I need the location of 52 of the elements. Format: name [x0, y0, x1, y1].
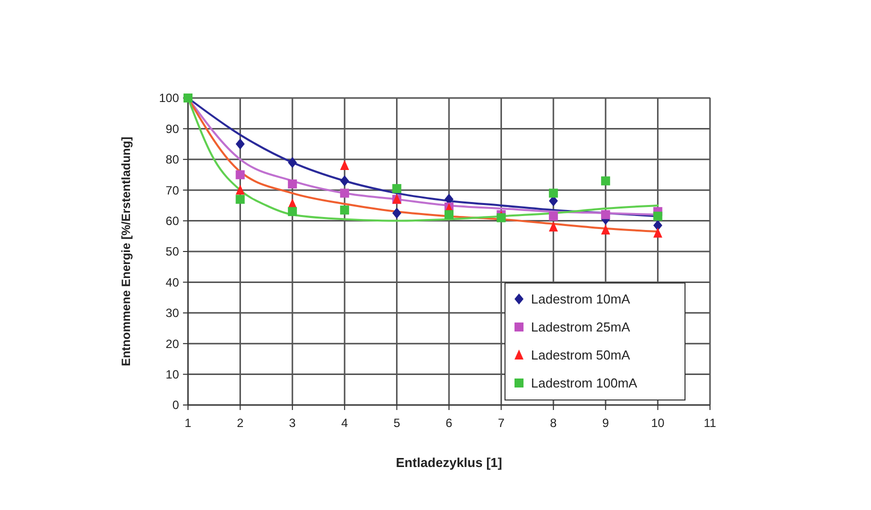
point	[601, 210, 610, 220]
y-axis-title: Entnommene Energie [%/Erstentladung]	[119, 136, 133, 366]
y-tick-label: 80	[166, 152, 180, 167]
point	[288, 156, 297, 168]
x-tick-label: 8	[550, 416, 558, 430]
point	[444, 210, 454, 220]
point	[548, 212, 558, 221]
point	[653, 220, 662, 231]
point	[288, 179, 297, 188]
point	[340, 206, 350, 215]
point	[601, 224, 610, 235]
legend-label: Ladestrom 25mA	[531, 320, 630, 335]
x-tick-label: 6	[446, 416, 453, 430]
x-tick-label: 1	[184, 416, 192, 430]
point	[392, 184, 402, 194]
y-tick-label: 50	[166, 244, 180, 259]
x-tick-label: 5	[393, 416, 400, 430]
x-tick-label: 7	[498, 416, 505, 430]
point	[496, 213, 506, 222]
point	[392, 208, 402, 219]
point	[653, 228, 662, 238]
legend-label: Ladestrom 100mA	[531, 376, 638, 391]
y-tick-label: 10	[166, 368, 180, 382]
point	[340, 160, 350, 170]
point	[340, 175, 350, 186]
x-tick-label: 11	[704, 416, 717, 430]
x-tick-label: 4	[341, 416, 348, 430]
y-tick-label: 100	[158, 91, 180, 106]
y-tick-label: 0	[172, 398, 180, 412]
y-tick-label: 30	[166, 306, 180, 320]
point	[601, 176, 610, 186]
point	[236, 138, 245, 150]
point	[653, 212, 662, 221]
point	[548, 221, 558, 232]
point	[288, 207, 297, 216]
x-tick-label: 3	[289, 416, 296, 430]
point	[236, 184, 245, 195]
x-tick-label: 2	[236, 416, 244, 430]
y-tick-label: 70	[166, 183, 180, 198]
point	[340, 188, 350, 198]
y-tick-label: 20	[166, 336, 180, 351]
legend-label: Ladestrom 10mA	[531, 292, 630, 307]
x-axis-title: Entladezyklus [1]	[396, 455, 502, 470]
point	[548, 188, 558, 198]
x-tick-label: 10	[651, 416, 665, 430]
y-tick-label: 90	[166, 122, 180, 136]
y-tick-label: 40	[166, 275, 180, 290]
legend-label: Ladestrom 50mA	[531, 348, 630, 363]
x-tick-label: 9	[602, 416, 610, 430]
point	[236, 170, 245, 180]
point	[236, 194, 245, 204]
y-tick-label: 60	[166, 214, 180, 228]
